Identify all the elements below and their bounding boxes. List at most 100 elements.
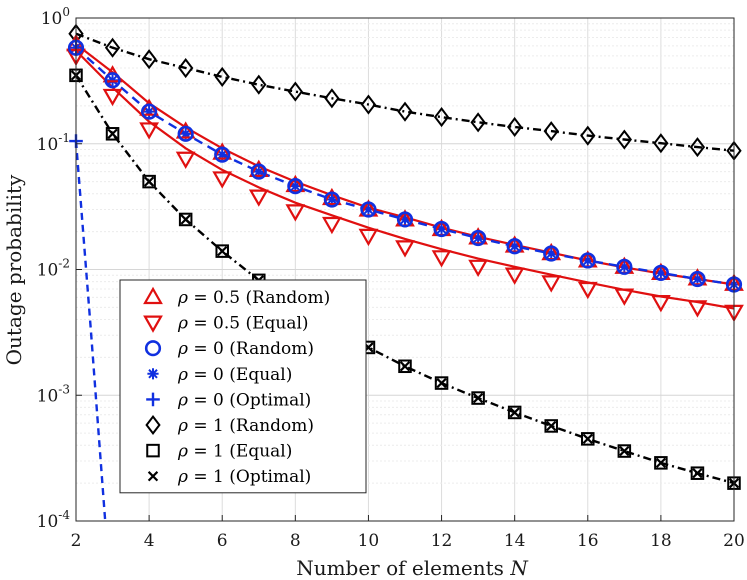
triangle-up-marker	[504, 235, 525, 253]
x-tick-label: 18	[650, 531, 672, 551]
diamond-marker	[360, 94, 377, 115]
triangle-down-marker	[468, 259, 489, 278]
diamond-marker	[507, 116, 523, 138]
asterisk-marker	[143, 106, 155, 118]
y-tick-label: 10-1	[37, 131, 70, 155]
triangle-up-marker	[468, 227, 489, 245]
x-axis-title: Number of elements N	[296, 556, 529, 580]
legend-entry: ρ = 1 (Optimal)	[147, 467, 311, 487]
series-line	[75, 32, 735, 152]
legend-label: ρ = 1 (Random)	[177, 416, 314, 436]
triangle-down-marker	[102, 88, 123, 107]
circle-marker	[250, 163, 267, 180]
legend-label: ρ = 0 (Optimal)	[177, 390, 311, 410]
legend-entry: ρ = 0 (Optimal)	[146, 390, 311, 410]
diamond-marker	[287, 81, 303, 102]
cross-marker	[107, 128, 118, 139]
y-tick-label: 10-3	[37, 382, 70, 406]
plot-series	[66, 23, 744, 522]
circle-marker	[104, 72, 121, 89]
square-marker	[178, 212, 193, 227]
x-tick-label: 16	[577, 531, 599, 551]
diamond-marker	[580, 125, 596, 146]
square-marker	[690, 466, 705, 480]
legend-label: ρ = 1 (Optimal)	[177, 467, 311, 487]
square-marker	[581, 432, 595, 446]
square-marker	[398, 359, 412, 374]
x-tick-label: 4	[144, 531, 155, 551]
circle-marker	[141, 103, 158, 120]
circle-marker	[470, 229, 487, 247]
square-marker	[142, 174, 156, 189]
asterisk-marker	[147, 368, 159, 380]
asterisk-marker	[472, 232, 484, 244]
triangle-down-marker	[431, 250, 452, 268]
x-tick-label: 8	[290, 531, 301, 551]
triangle-down-marker	[248, 189, 269, 207]
asterisk-marker	[106, 74, 119, 86]
square-marker	[471, 391, 485, 405]
diamond-marker	[653, 133, 669, 154]
asterisk-marker	[509, 240, 521, 252]
diamond-marker	[145, 414, 161, 436]
x-tick-label: 10	[358, 531, 380, 551]
circle-marker	[360, 201, 377, 218]
circle-marker	[396, 211, 414, 228]
y-tick-label: 100	[41, 5, 70, 29]
triangle-down-marker	[358, 228, 379, 247]
y-tick-label: 10-2	[37, 257, 70, 281]
triangle-down-marker	[614, 288, 635, 306]
asterisk-marker	[435, 223, 448, 235]
square-marker	[215, 244, 229, 258]
cross-marker	[399, 361, 411, 372]
cross-marker	[436, 377, 447, 389]
asterisk-marker	[399, 213, 411, 226]
legend-label: ρ = 0.5 (Random)	[177, 288, 330, 308]
diamond-marker	[616, 129, 632, 150]
legend-label: ρ = 0.5 (Equal)	[177, 314, 309, 334]
triangle-down-marker	[139, 122, 160, 140]
diamond-marker	[104, 37, 121, 58]
circle-marker	[144, 340, 162, 357]
triangle-down-marker	[175, 151, 196, 169]
legend-entry: ρ = 0.5 (Random)	[143, 286, 330, 308]
square-marker	[434, 376, 449, 390]
triangle-down-marker	[285, 204, 306, 222]
cross-marker	[692, 468, 703, 479]
x-tick-label: 6	[217, 531, 228, 551]
y-axis-title: Outage probability	[2, 174, 26, 365]
triangle-up-marker	[143, 286, 163, 305]
circle-marker	[689, 270, 706, 288]
y-tick-label: 10-4	[37, 508, 71, 532]
asterisk-marker	[618, 261, 630, 273]
triangle-up-marker	[175, 121, 196, 139]
legend-label: ρ = 0 (Random)	[177, 339, 314, 359]
triangle-up-marker	[321, 187, 342, 206]
asterisk-marker	[253, 166, 265, 178]
diamond-marker	[397, 101, 413, 122]
square-marker	[617, 444, 632, 458]
diamond-marker	[433, 107, 450, 128]
legend-entry: ρ = 1 (Random)	[145, 414, 314, 436]
cross-marker	[546, 420, 557, 432]
circle-marker	[579, 252, 596, 269]
circle-marker	[652, 264, 669, 281]
x-tick-label: 20	[723, 531, 745, 551]
triangle-down-marker	[143, 315, 163, 333]
triangle-down-marker	[212, 171, 233, 189]
triangle-up-marker	[285, 174, 306, 193]
diamond-marker	[689, 137, 706, 158]
circle-marker	[543, 245, 560, 262]
legend-entry: ρ = 0.5 (Equal)	[143, 314, 309, 334]
triangle-down-marker	[650, 295, 671, 313]
asterisk-marker	[545, 247, 557, 260]
triangle-up-marker	[248, 159, 269, 177]
asterisk-marker	[582, 254, 594, 267]
legend-entry: ρ = 1 (Equal)	[146, 442, 292, 462]
asterisk-marker	[180, 128, 192, 140]
legend-box	[119, 279, 367, 494]
plus-marker	[146, 392, 160, 407]
legend-label: ρ = 1 (Equal)	[177, 442, 292, 462]
triangle-up-marker	[212, 142, 233, 160]
